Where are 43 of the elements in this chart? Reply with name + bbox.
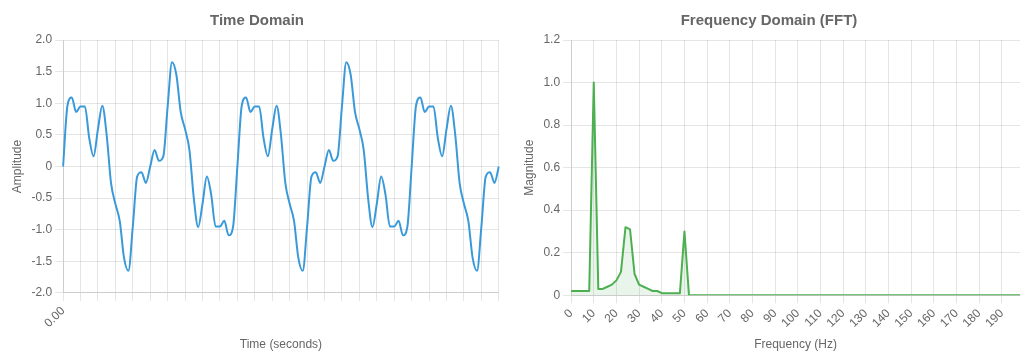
x-tick-label: 140	[868, 305, 894, 330]
y-tick-label: 0.6	[543, 159, 561, 174]
x-tick-label: 40	[646, 305, 667, 326]
x-tick-label: 190	[982, 305, 1007, 330]
y-tick-label: 2.0	[35, 32, 53, 47]
x-tick-label: 150	[891, 305, 916, 330]
y-tick-label: 1.2	[543, 32, 561, 47]
x-tick-label: 20	[601, 305, 622, 326]
y-tick-label: 0.2	[543, 245, 561, 260]
x-tick-label: 10	[578, 305, 599, 326]
x-tick-label: 30	[624, 305, 644, 326]
x-tick-label: 120	[823, 305, 848, 330]
x-tick-label: 100	[778, 305, 803, 330]
x-axis-title: Frequency (Hz)	[754, 337, 837, 352]
x-axis-title: Time (seconds)	[239, 337, 323, 352]
y-tick-label: 1.0	[543, 74, 561, 89]
x-tick-label: 160	[914, 305, 939, 330]
chart-title: Time Domain	[210, 11, 304, 29]
y-axis-title: Amplitude	[9, 139, 24, 194]
x-tick-label: 90	[760, 305, 780, 326]
x-tick-label: 0	[560, 305, 576, 321]
y-tick-label: 0.5	[35, 127, 53, 142]
x-tick-label: 80	[737, 305, 758, 326]
x-tick-label: 110	[801, 305, 826, 330]
x-tick-label: 170	[936, 305, 962, 330]
y-axis-title: Magnitude	[521, 139, 536, 196]
y-tick-label: 0.8	[543, 117, 561, 132]
x-tick-label: 130	[846, 305, 871, 330]
x-tick-label: 0.00	[41, 303, 68, 330]
y-tick-label: 0	[45, 158, 53, 173]
x-tick-label: 60	[692, 305, 712, 326]
y-tick-label: -1.5	[31, 253, 53, 268]
x-tick-label: 70	[714, 305, 735, 326]
y-tick-label: 1.0	[35, 95, 53, 110]
y-tick-label: 0	[553, 287, 561, 302]
x-tick-label: 180	[959, 305, 984, 330]
y-tick-label: 1.5	[35, 63, 53, 78]
chart-title: Frequency Domain (FFT)	[680, 11, 858, 29]
x-tick-label: 50	[669, 305, 690, 326]
y-tick-label: -1.0	[31, 221, 53, 236]
y-tick-label: -2.0	[31, 285, 53, 300]
y-tick-label: -0.5	[31, 190, 53, 205]
y-tick-label: 0.4	[543, 202, 561, 217]
